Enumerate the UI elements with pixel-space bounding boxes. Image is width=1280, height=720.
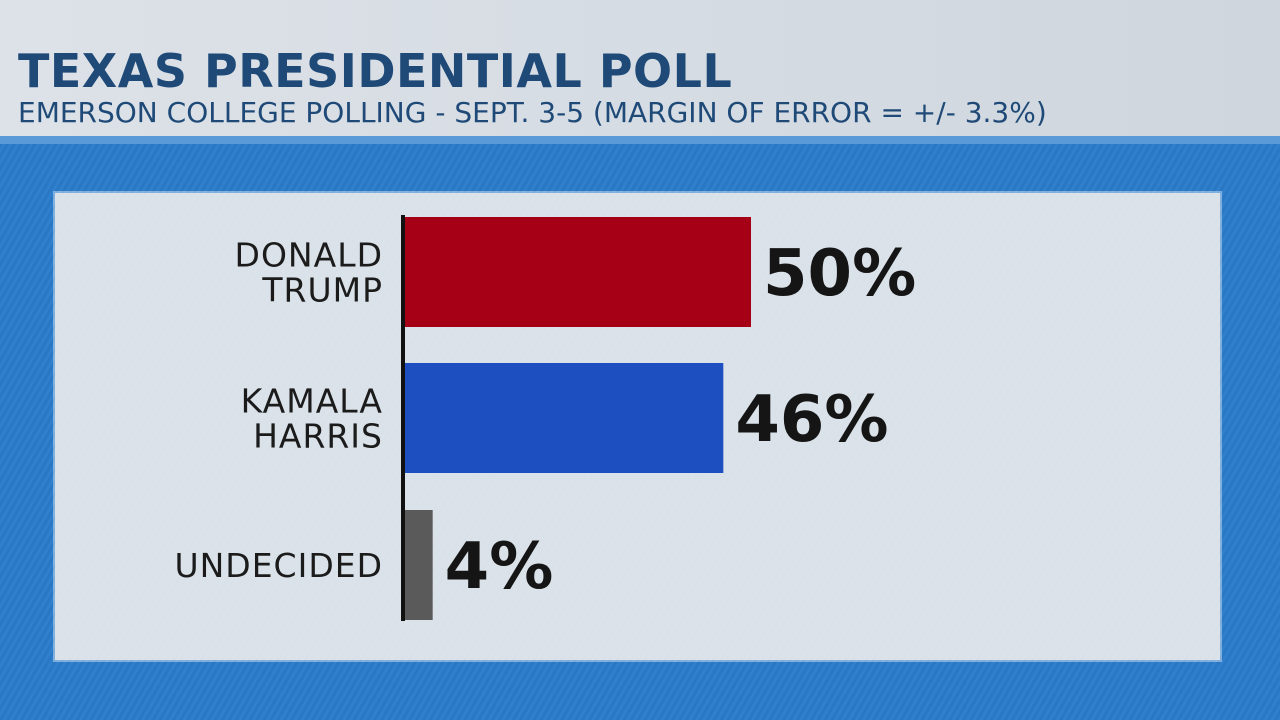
header-background	[0, 0, 1280, 136]
category-label-0-0: DONALD	[235, 236, 383, 275]
chart-subtitle: EMERSON COLLEGE POLLING - SEPT. 3-5 (MAR…	[18, 96, 1047, 129]
data-label-2: 4%	[445, 530, 554, 604]
data-label-0: 50%	[763, 237, 916, 311]
category-label-0-1: TRUMP	[261, 271, 383, 310]
bar-0	[405, 217, 751, 327]
category-label-1-0: KAMALA	[241, 382, 383, 421]
bar-2	[405, 510, 433, 620]
category-label-1-1: HARRIS	[253, 417, 383, 456]
bar-1	[405, 363, 724, 473]
data-label-1: 46%	[735, 383, 888, 457]
chart-title: TEXAS PRESIDENTIAL POLL	[18, 44, 733, 98]
y-axis-line	[401, 215, 405, 621]
category-label-2-0: UNDECIDED	[174, 546, 383, 585]
